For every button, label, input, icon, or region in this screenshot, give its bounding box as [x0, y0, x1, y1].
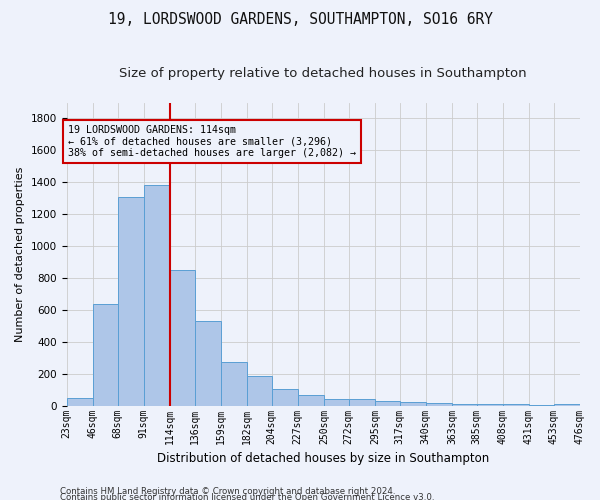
- Bar: [324, 400, 349, 406]
- Bar: [529, 405, 554, 406]
- Bar: [247, 376, 272, 406]
- Y-axis label: Number of detached properties: Number of detached properties: [15, 166, 25, 342]
- Bar: [426, 403, 452, 406]
- Bar: [67, 398, 92, 406]
- Title: Size of property relative to detached houses in Southampton: Size of property relative to detached ho…: [119, 68, 527, 80]
- Bar: [170, 270, 194, 406]
- Bar: [143, 186, 170, 406]
- Bar: [503, 404, 529, 406]
- Bar: [194, 321, 221, 406]
- Bar: [452, 404, 477, 406]
- Text: Contains HM Land Registry data © Crown copyright and database right 2024.: Contains HM Land Registry data © Crown c…: [60, 487, 395, 496]
- X-axis label: Distribution of detached houses by size in Southampton: Distribution of detached houses by size …: [157, 452, 490, 465]
- Bar: [118, 196, 143, 406]
- Text: 19 LORDSWOOD GARDENS: 114sqm
← 61% of detached houses are smaller (3,296)
38% of: 19 LORDSWOOD GARDENS: 114sqm ← 61% of de…: [68, 125, 356, 158]
- Bar: [554, 404, 580, 406]
- Bar: [477, 404, 503, 406]
- Text: Contains public sector information licensed under the Open Government Licence v3: Contains public sector information licen…: [60, 492, 434, 500]
- Bar: [92, 304, 118, 406]
- Bar: [375, 401, 400, 406]
- Bar: [221, 362, 247, 406]
- Bar: [272, 389, 298, 406]
- Bar: [349, 400, 375, 406]
- Text: 19, LORDSWOOD GARDENS, SOUTHAMPTON, SO16 6RY: 19, LORDSWOOD GARDENS, SOUTHAMPTON, SO16…: [107, 12, 493, 28]
- Bar: [298, 396, 324, 406]
- Bar: [400, 402, 426, 406]
